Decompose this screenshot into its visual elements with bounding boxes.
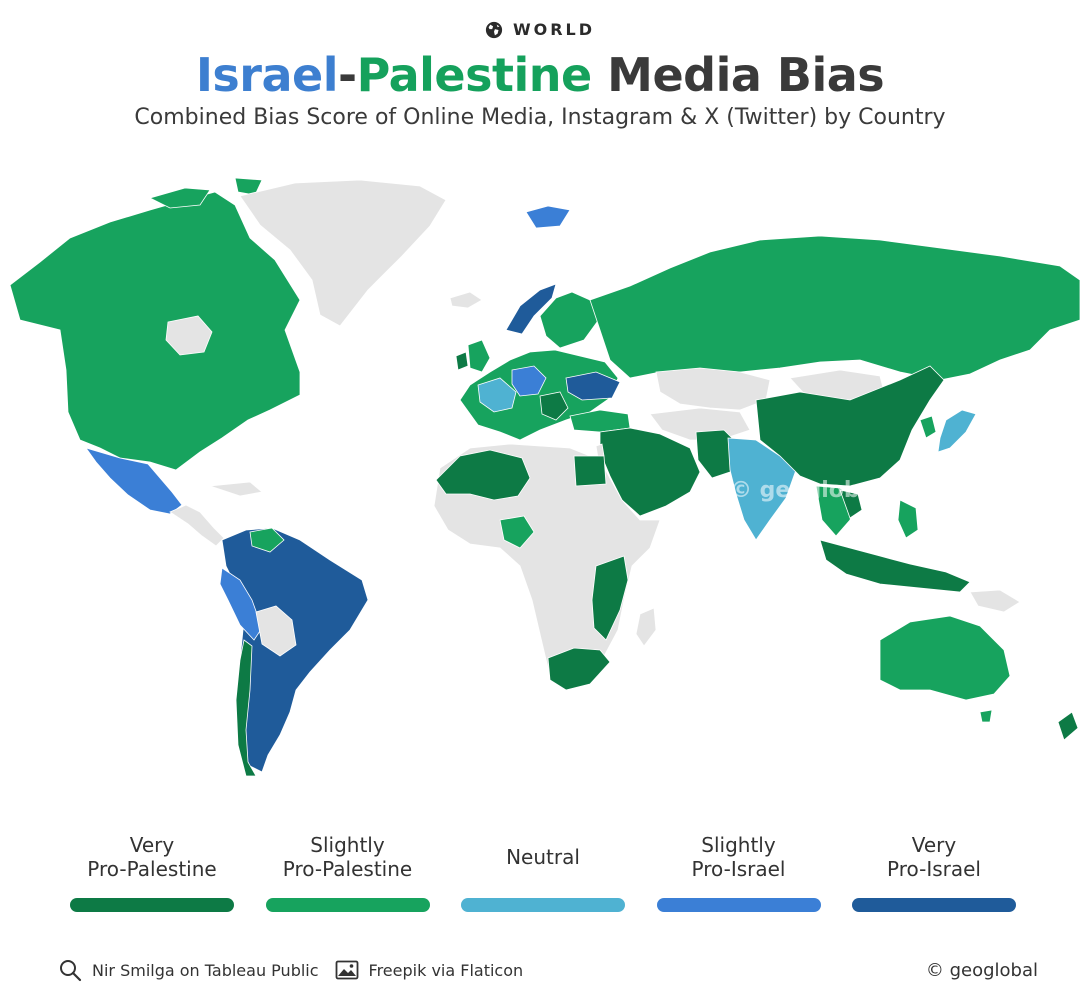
region-middle-east [599, 427, 701, 517]
region-france [477, 377, 517, 413]
search-icon [60, 960, 82, 982]
region-philippines [897, 499, 919, 539]
legend-label: Neutral [506, 845, 580, 869]
legend-item-slightly-pro-israel: Slightly Pro-Israel [655, 828, 823, 912]
region-nigeria [499, 515, 535, 549]
kicker-label: WORLD [512, 20, 596, 39]
region-russia [589, 235, 1080, 381]
subtitle: Combined Bias Score of Online Media, Ins… [134, 105, 946, 131]
footer-source: Nir Smilga on Tableau Public [58, 958, 319, 982]
region-tasmania [979, 709, 993, 723]
title-rest: Media Bias [591, 48, 885, 102]
region-east-africa [591, 555, 629, 641]
region-uk [467, 339, 491, 373]
legend-item-very-pro-palestine: Very Pro-Palestine [68, 828, 236, 912]
region-indonesia [819, 539, 971, 593]
title-palestine: Palestine [356, 48, 593, 102]
region-north-africa-west [435, 449, 531, 501]
region-chile [235, 639, 257, 777]
legend-swatch [70, 898, 234, 912]
region-bolivia [255, 605, 297, 657]
legend-swatch [656, 898, 821, 912]
header: WORLD Israel-Palestine Media Bias Combin… [0, 20, 1080, 130]
region-venezuela [249, 527, 285, 553]
region-china [755, 365, 945, 487]
map-watermark: © geoglobal [730, 478, 882, 503]
region-peru-ecuador [219, 567, 263, 641]
legend-swatch [461, 898, 625, 912]
region-australia [879, 615, 1011, 701]
source-text: Nir Smilga on Tableau Public [92, 960, 319, 980]
region-south-africa [547, 647, 611, 691]
region-kazakhstan [655, 367, 771, 411]
region-scandinavia-norway [505, 283, 557, 335]
region-germany-central [511, 365, 547, 397]
kicker: WORLD [0, 20, 1080, 39]
region-new-zealand [1057, 711, 1079, 741]
region-brazil-etc [221, 527, 369, 773]
region-canada-usa [9, 191, 301, 471]
region-greenland [239, 179, 447, 327]
page-title: Israel-Palestine Media Bias [0, 51, 1080, 99]
legend-label: Very Pro-Palestine [87, 833, 217, 881]
legend-item-slightly-pro-palestine: Slightly Pro-Palestine [264, 828, 432, 912]
footer-image-credit: Freepik via Flaticon [335, 958, 524, 982]
image-icon [335, 960, 358, 980]
legend-label: Slightly Pro-Israel [691, 833, 786, 881]
legend-swatch [265, 898, 430, 912]
region-thailand [839, 489, 863, 519]
region-europe [459, 349, 619, 441]
region-korea [919, 415, 937, 439]
region-new-guinea [969, 589, 1021, 613]
legend-label: Slightly Pro-Palestine [282, 833, 413, 881]
region-egypt [573, 455, 607, 487]
legend: Very Pro-Palestine Slightly Pro-Palestin… [68, 828, 1018, 912]
legend-item-very-pro-israel: Very Pro-Israel [850, 828, 1018, 912]
legend-item-neutral: Neutral [459, 828, 627, 912]
region-india [727, 437, 797, 541]
region-iceland [449, 291, 483, 309]
region-madagascar [635, 607, 657, 647]
region-ukraine [565, 371, 621, 401]
region-hudson-bay [165, 315, 213, 356]
region-svalbard [525, 205, 571, 229]
image-credit-text: Freepik via Flaticon [368, 960, 524, 980]
legend-swatch [852, 898, 1016, 912]
region-central-america [169, 481, 263, 547]
region-balkans [539, 391, 569, 421]
region-japan [937, 409, 977, 453]
title-dash: - [338, 48, 357, 102]
region-ireland [455, 351, 469, 371]
footer: Nir Smilga on Tableau Public Freepik via… [58, 958, 1038, 982]
world-map: © geoglobal [0, 170, 1080, 790]
legend-label: Very Pro-Israel [887, 833, 981, 881]
title-israel: Israel [195, 48, 339, 102]
globe-icon [485, 21, 503, 38]
copyright: © geoglobal [925, 959, 1038, 981]
world-map-svg [9, 177, 1080, 777]
